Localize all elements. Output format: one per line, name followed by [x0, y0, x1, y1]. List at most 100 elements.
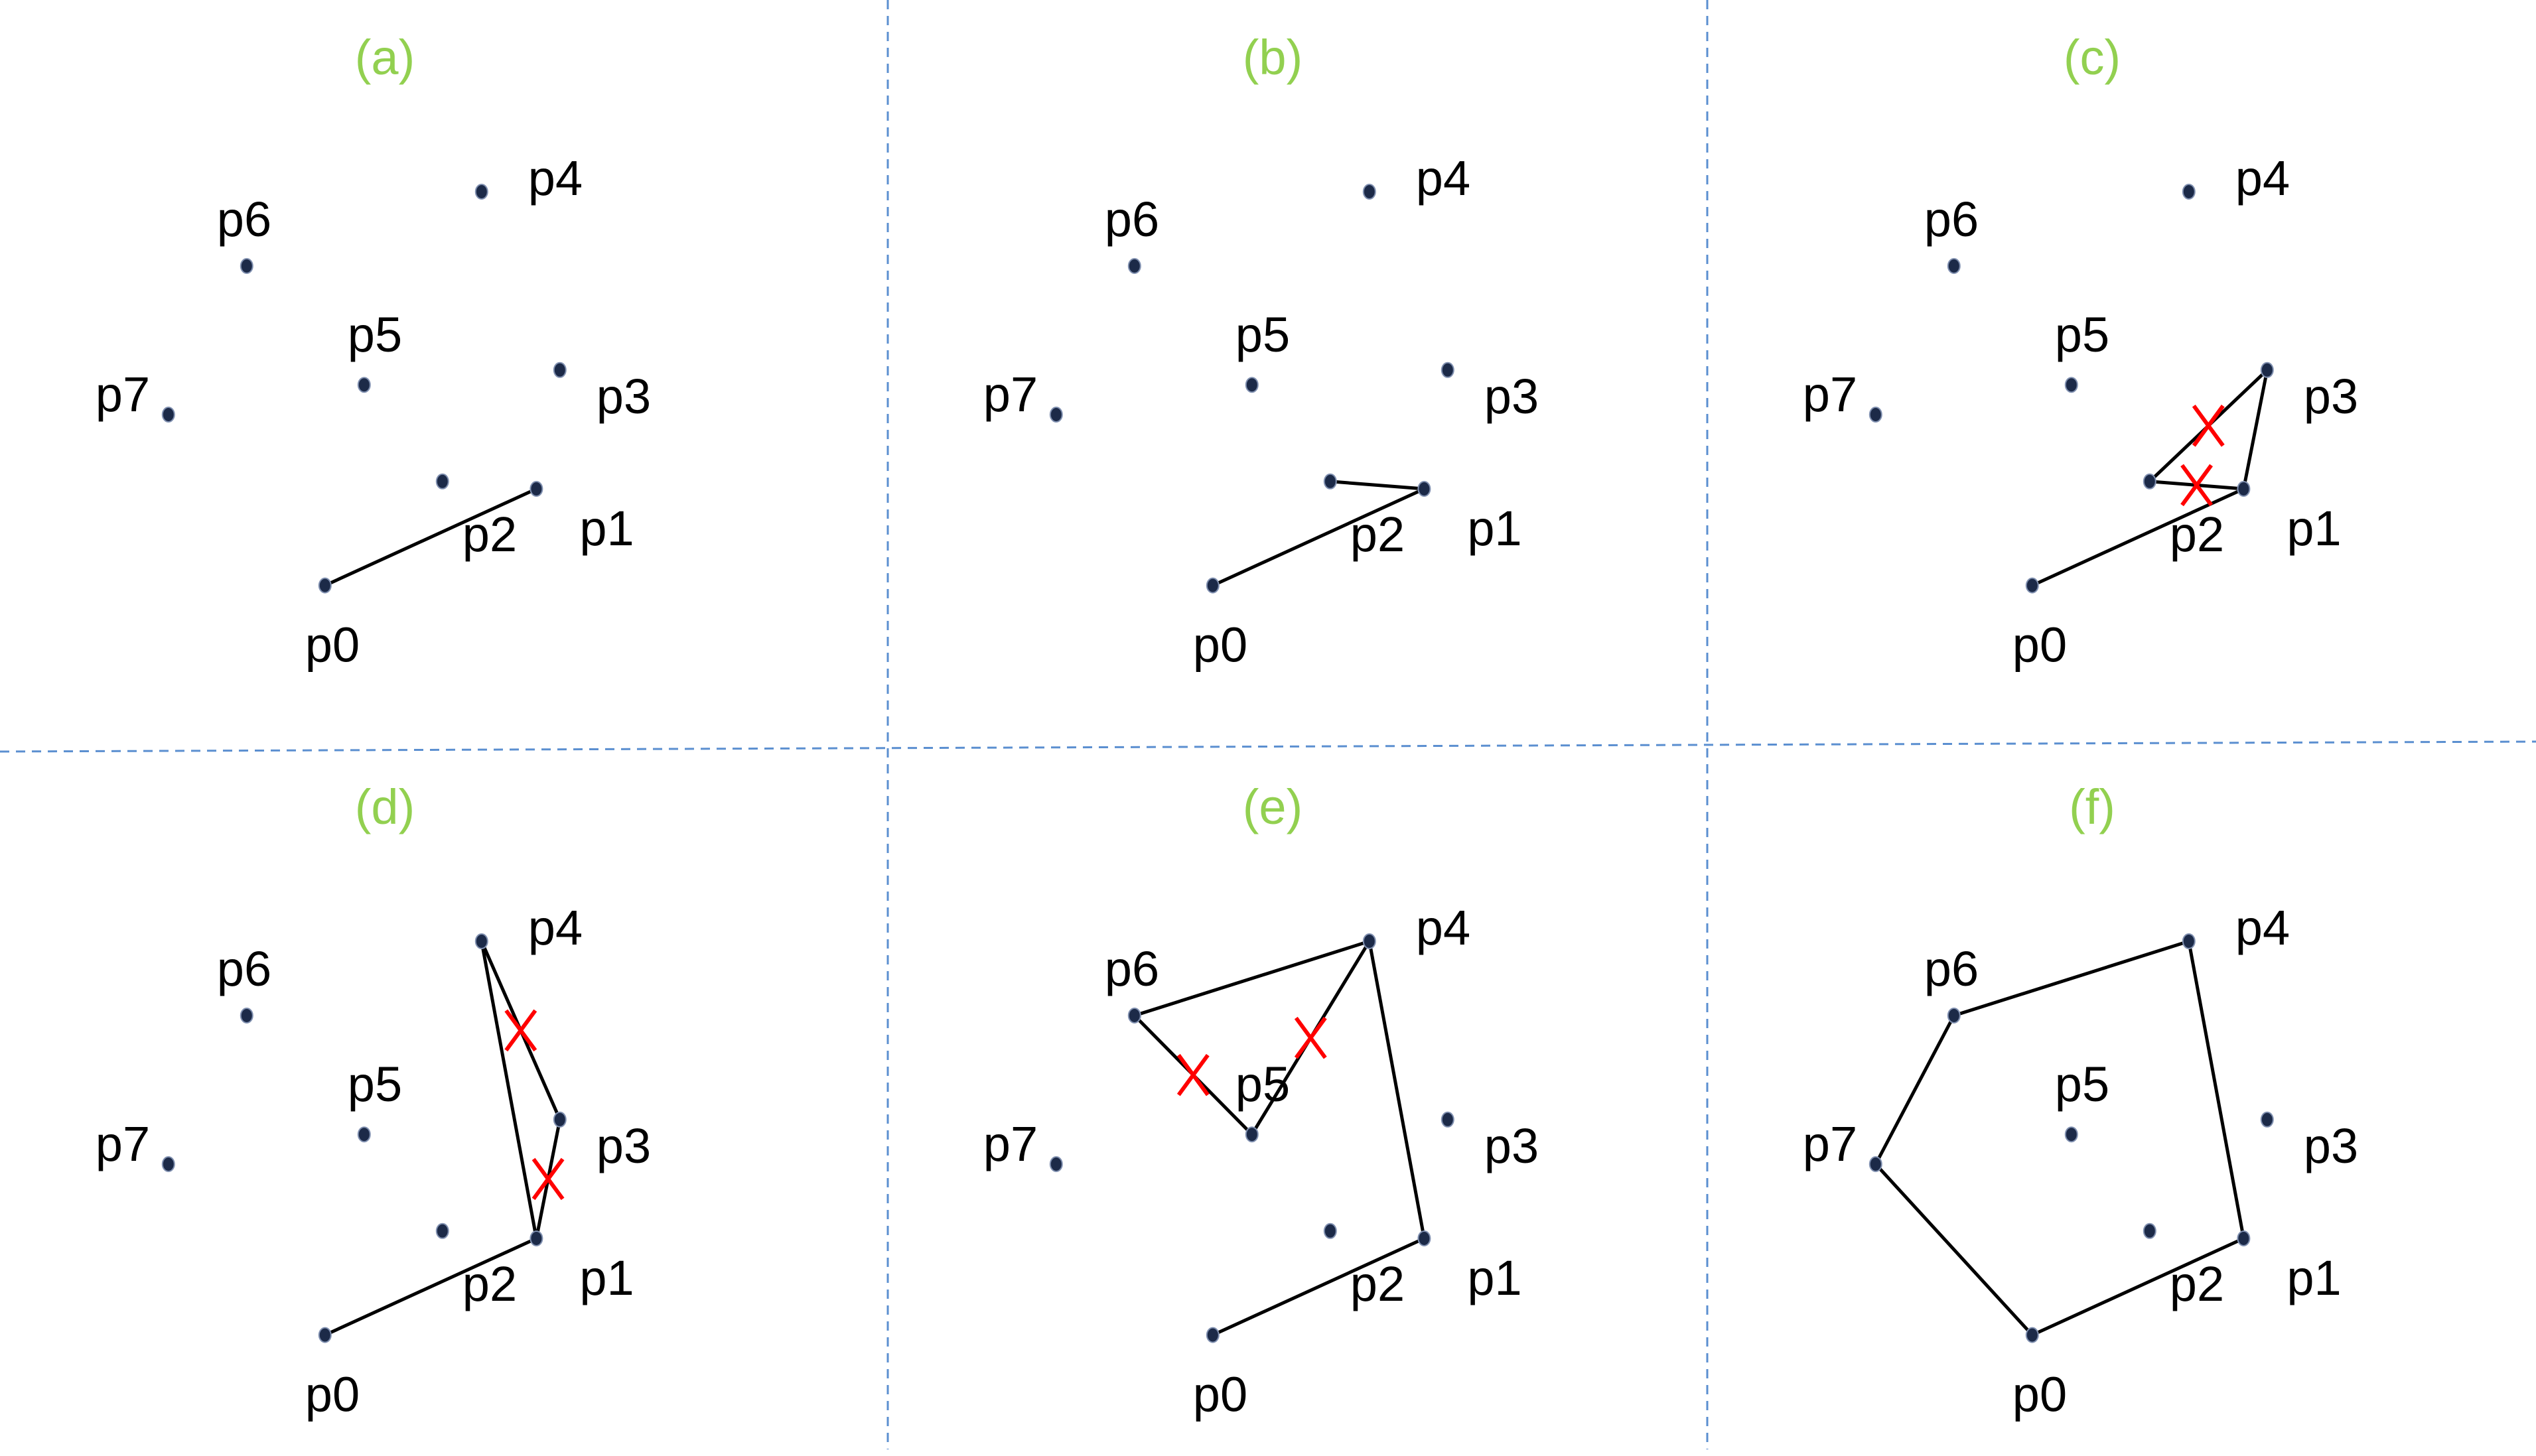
panel-d-point-p0: [318, 1327, 332, 1343]
panel-c-label-p0: p0: [2012, 618, 2067, 673]
panel-e-point-p0: [1206, 1327, 1220, 1343]
panel-c-label-p4: p4: [2235, 151, 2290, 206]
panel-b: (b) p0 p1 p2 p3 p4 p5 p6 p7: [983, 30, 1539, 673]
panel-b-label-p5: p5: [1235, 307, 1290, 362]
panel-b-point-p2: [1323, 473, 1337, 490]
panel-c-x-mark-p1-p2: [2180, 464, 2214, 507]
panel-d-x-mark-p1-p3: [531, 1158, 565, 1201]
panel-b-label-p4: p4: [1416, 151, 1470, 206]
panel-a-label-p1: p1: [579, 501, 634, 556]
panel-b-point-p3: [1441, 362, 1454, 378]
panel-c-label-p7: p7: [1803, 367, 1857, 422]
panel-d-point-p7: [161, 1156, 175, 1172]
panel-d-title: (d): [355, 779, 415, 834]
panel-f-edge-p6-p7: [1874, 1014, 1956, 1165]
panel-d-point-p6: [240, 1008, 253, 1024]
panel-a-point-p6: [240, 258, 253, 274]
panel-c-point-p2: [2143, 473, 2156, 490]
panel-d-label-p6: p6: [217, 941, 271, 996]
panel-e-point-p6: [1127, 1008, 1141, 1024]
panel-f-label-p0: p0: [2012, 1367, 2067, 1422]
panel-b-label-p1: p1: [1467, 501, 1521, 556]
panel-e-label-p5: p5: [1235, 1057, 1290, 1112]
panel-d-label-p5: p5: [348, 1057, 402, 1112]
panel-e-edge-p1-p4: [1368, 941, 1426, 1239]
panel-e-point-p4: [1362, 933, 1376, 949]
panel-c-point-p1: [2237, 481, 2251, 497]
panel-c-label-p6: p6: [1924, 192, 1979, 247]
panel-d-label-p0: p0: [305, 1367, 360, 1422]
panel-b-point-p4: [1362, 184, 1376, 200]
panel-c-point-p6: [1947, 258, 1961, 274]
panel-d-point-p2: [435, 1223, 449, 1239]
panel-c-point-p0: [2025, 577, 2039, 594]
panel-f-point-p2: [2143, 1223, 2156, 1239]
panel-f-title: (f): [2069, 779, 2115, 834]
panel-c-x-mark-p2-p3: [2192, 405, 2225, 447]
panel-e-point-p5: [1245, 1126, 1259, 1143]
panel-f-edge-p4-p6: [1953, 939, 2190, 1018]
panel-d-point-p1: [529, 1230, 543, 1246]
panel-a-point-p1: [529, 481, 543, 497]
panel-b-point-p5: [1245, 377, 1259, 393]
panel-e-label-p3: p3: [1484, 1118, 1539, 1173]
panel-f-point-p6: [1947, 1008, 1961, 1024]
panel-f-point-p4: [2182, 933, 2196, 949]
panel-b-point-p0: [1206, 577, 1220, 594]
panel-e-label-p6: p6: [1105, 941, 1159, 996]
panel-b-title: (b): [1243, 30, 1303, 85]
panel-d-label-p2: p2: [462, 1256, 517, 1311]
panel-a-label-p0: p0: [305, 618, 360, 673]
panel-a-label-p5: p5: [348, 307, 402, 362]
panel-c-point-p3: [2260, 362, 2274, 378]
panel-e-label-p1: p1: [1467, 1250, 1521, 1305]
panel-d-point-p5: [357, 1126, 371, 1143]
panel-b-label-p2: p2: [1350, 507, 1405, 562]
panel-a-label-p7: p7: [96, 367, 150, 422]
panel-a-point-p4: [474, 184, 488, 200]
panel-d: (d) p0 p1 p2 p3 p4 p5 p6 p7: [96, 779, 651, 1422]
panel-d-point-p3: [553, 1111, 567, 1128]
panel-c-edge-p3-p1: [2241, 369, 2269, 490]
panel-e-label-p2: p2: [1350, 1256, 1405, 1311]
panel-a-label-p2: p2: [462, 507, 517, 562]
panel-f-point-p1: [2237, 1230, 2251, 1246]
panel-d-label-p1: p1: [579, 1250, 634, 1305]
panel-a-label-p3: p3: [597, 369, 651, 424]
panel-f-edge-p0-p1: [2031, 1236, 2245, 1337]
panel-e-edge-p0-p1: [1212, 1236, 1425, 1337]
panel-b-edge-p1-p2: [1330, 480, 1425, 491]
panel-c-label-p1: p1: [2287, 501, 2341, 556]
panel-b-point-p1: [1417, 481, 1431, 497]
panel-a-point-p7: [161, 407, 175, 423]
panel-e-point-p3: [1441, 1111, 1454, 1128]
panel-f-label-p6: p6: [1924, 941, 1979, 996]
panel-c-point-p4: [2182, 184, 2196, 200]
panel-a-label-p6: p6: [217, 192, 271, 247]
panel-f-label-p7: p7: [1803, 1116, 1857, 1171]
panel-e: (e) p0 p1 p2 p3 p4 p5 p6 p7: [983, 779, 1539, 1422]
panel-c-title: (c): [2064, 30, 2121, 85]
panel-b-label-p6: p6: [1105, 192, 1159, 247]
panel-c-label-p2: p2: [2170, 507, 2224, 562]
panel-c-point-p7: [1868, 407, 1882, 423]
panel-e-label-p7: p7: [983, 1116, 1038, 1171]
panel-f-label-p4: p4: [2235, 900, 2290, 955]
panel-a-edge-p0-p1: [324, 487, 537, 587]
panel-f: (f) p0 p1 p2 p3 p4 p5 p6 p7: [1803, 779, 2358, 1422]
panel-f-label-p1: p1: [2287, 1250, 2341, 1305]
panel-d-edge-p0-p1: [324, 1236, 537, 1337]
panel-f-label-p3: p3: [2304, 1118, 2358, 1173]
panel-c: (c) p0 p1 p2 p3 p4 p5 p6 p7: [1803, 30, 2358, 673]
panel-f-label-p2: p2: [2170, 1256, 2224, 1311]
panel-e-x-mark-p5-p4: [1294, 1016, 1327, 1059]
panel-b-label-p3: p3: [1484, 369, 1539, 424]
panel-b-point-p7: [1049, 407, 1063, 423]
panel-c-label-p5: p5: [2055, 307, 2109, 362]
panel-f-label-p5: p5: [2055, 1057, 2109, 1112]
panel-b-edge-p0-p1: [1212, 487, 1425, 587]
panel-f-point-p0: [2025, 1327, 2039, 1343]
panels: (a)p0p1p2p3p4p5p6p7(b)p0p1p2p3p4p5p6p7(c…: [96, 30, 2358, 1422]
panel-b-point-p6: [1127, 258, 1141, 274]
